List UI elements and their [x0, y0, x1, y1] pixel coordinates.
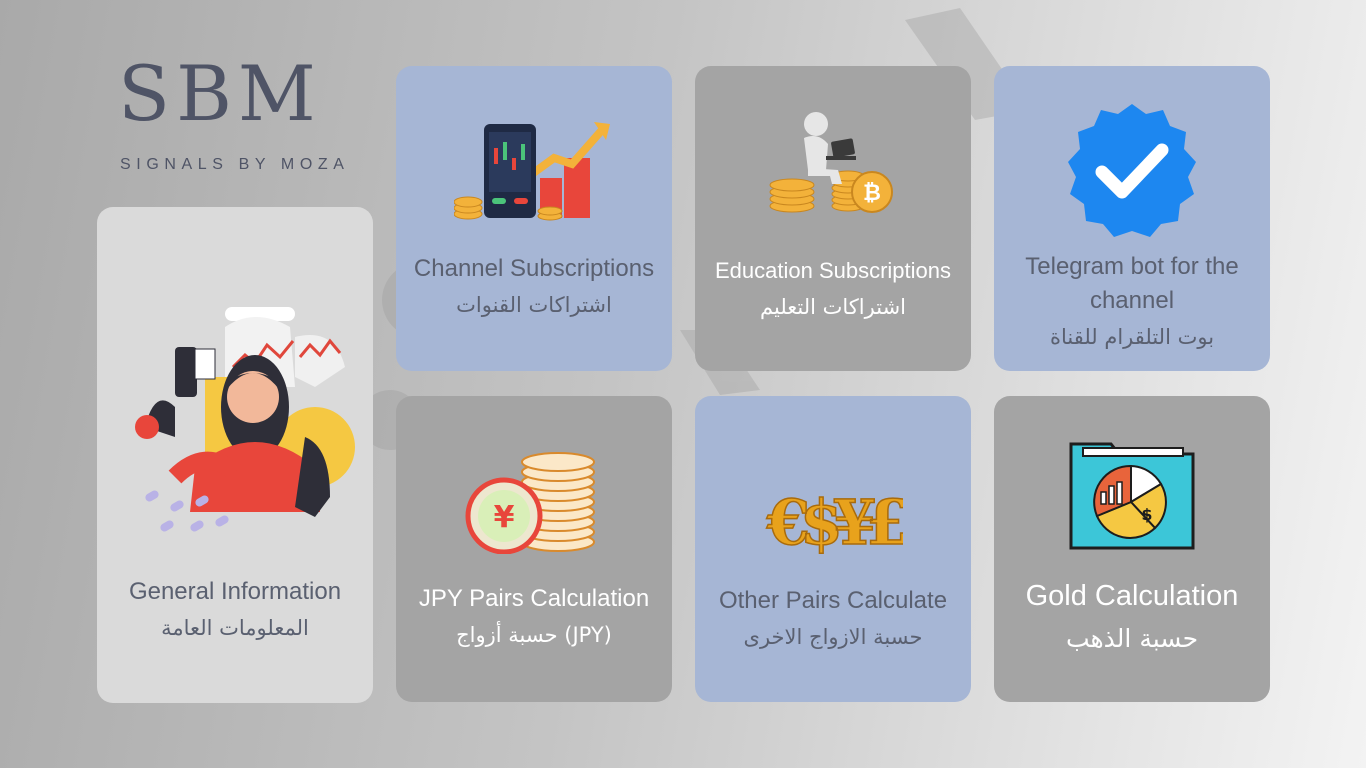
telegram-bot-card[interactable]: Telegram bot for the channel بوت التلقرا… [994, 66, 1270, 371]
other-pairs-calculate-label-ar: حسبة الازواج الاخرى [743, 625, 923, 649]
jpy-pairs-calculation-label-ar: حسبة أزواج (JPY) [456, 623, 612, 647]
dollar-glyph: $ [1141, 505, 1152, 524]
general-information-card[interactable]: General Information المعلومات العامة [97, 207, 373, 703]
gold-calculation-card[interactable]: $ Gold Calculation حسبة الذهب [994, 396, 1270, 702]
channel-subscriptions-label-ar: اشتراكات القنوات [456, 293, 612, 317]
sbm-logo: SBM SIGNALS BY MOZA [112, 48, 362, 188]
education-subscriptions-label-ar: اشتراكات التعليم [760, 295, 906, 319]
verified-check-badge-icon [1068, 104, 1196, 237]
yen-coin-stack-icon: ¥ [465, 452, 595, 554]
education-subscriptions-card[interactable]: ₿ Education Subscriptions اشتراكات التعل… [695, 66, 971, 371]
telegram-bot-label-en-1: Telegram bot for the [1025, 253, 1239, 280]
currency-symbols-icon: €$¥£ [765, 485, 903, 560]
education-subscriptions-label-en: Education Subscriptions [714, 258, 952, 283]
jpy-pairs-calculation-card[interactable]: ¥ JPY Pairs Calculation حسبة أزواج (JPY) [396, 396, 672, 702]
pie-chart-folder-icon: $ [1069, 442, 1195, 550]
jpy-pairs-calculation-label-en: JPY Pairs Calculation [418, 585, 650, 612]
channel-subscriptions-card[interactable]: Channel Subscriptions اشتراكات القنوات [396, 66, 672, 371]
other-pairs-calculate-card[interactable]: €$¥£ Other Pairs Calculate حسبة الازواج … [695, 396, 971, 702]
woman-trader-illustration [135, 307, 355, 532]
logo-letters: SBM [118, 49, 322, 138]
other-pairs-calculate-label-en: Other Pairs Calculate [718, 587, 948, 614]
logo-tagline: SIGNALS BY MOZA [120, 156, 350, 173]
person-laptop-bitcoin-icon: ₿ [769, 112, 893, 213]
svg-text:₿: ₿ [863, 181, 881, 206]
gold-calculation-label-ar: حسبة الذهب [1065, 624, 1199, 653]
telegram-bot-label-en-2: channel [1089, 287, 1175, 314]
yen-glyph: ¥ [494, 500, 515, 535]
phone-chart-coins-icon [454, 122, 610, 221]
channel-subscriptions-label-en: Channel Subscriptions [413, 255, 655, 282]
gold-calculation-label-en: Gold Calculation [1025, 580, 1239, 612]
general-information-label-en: General Information [128, 578, 342, 605]
telegram-bot-label-ar: بوت التلقرام للقناة [1049, 325, 1215, 349]
currency-glyphs: €$¥£ [766, 486, 903, 559]
general-information-label-ar: المعلومات العامة [161, 616, 309, 640]
